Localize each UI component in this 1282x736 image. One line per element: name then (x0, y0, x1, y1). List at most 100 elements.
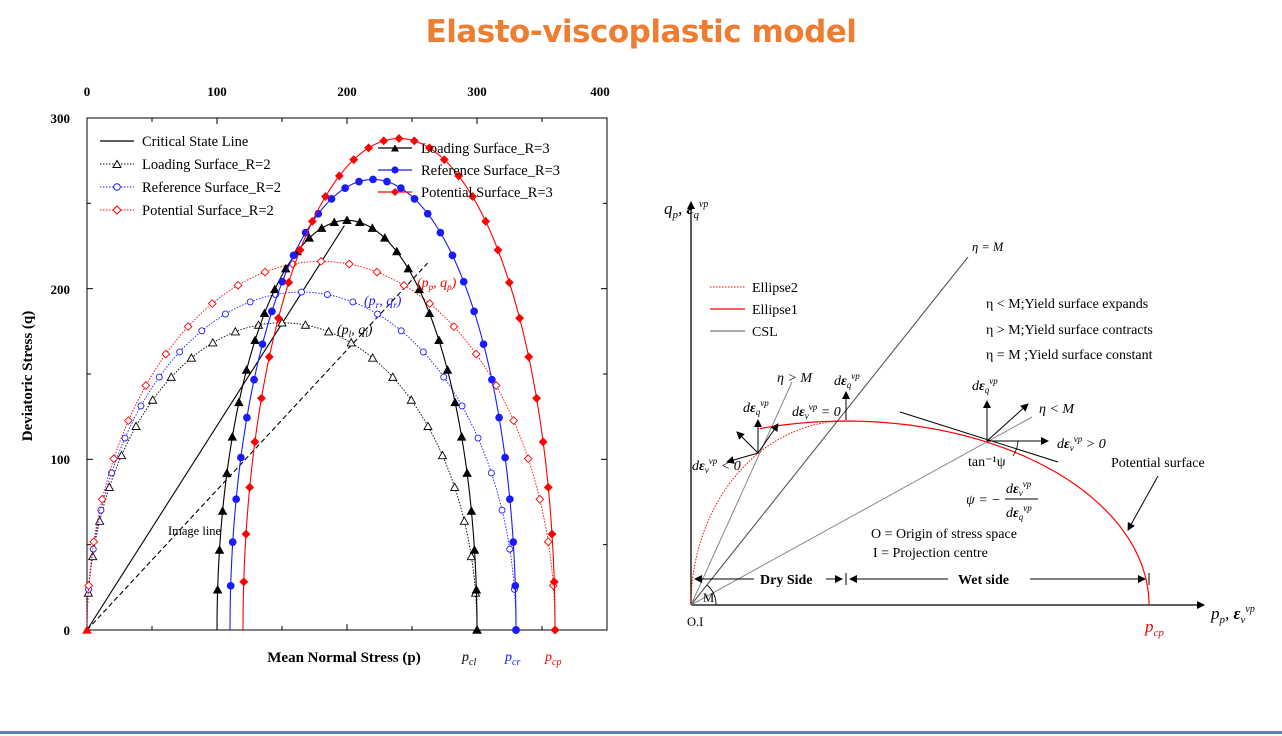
image-line (86, 262, 429, 631)
series-marker-2 (87, 551, 98, 561)
legend-marker-diamond-filled (391, 188, 399, 196)
series-marker-4 (84, 581, 94, 591)
ellipse1-curve (759, 420, 1150, 606)
series-marker-2 (449, 482, 460, 491)
series-curve-6 (229, 178, 517, 631)
series-marker-4 (97, 494, 107, 504)
series-marker-4 (233, 280, 243, 290)
y-tick-labels: 0 100 200 300 (51, 111, 71, 638)
series-curve-3 (86, 291, 517, 631)
series-marker-6 (327, 194, 336, 203)
series-endpoint-6 (512, 626, 520, 634)
series-marker-3 (246, 298, 254, 306)
series-marker-6 (278, 277, 287, 286)
series-marker-3 (198, 327, 206, 335)
series-marker-7 (321, 192, 330, 201)
series-marker-2 (367, 353, 378, 362)
series-marker-3 (323, 291, 331, 298)
series-marker-6 (228, 538, 237, 546)
tan-label: tan⁻¹ψ (968, 455, 1006, 470)
series-marker-6 (237, 453, 245, 462)
series-marker-4 (141, 381, 151, 390)
legend-ellipse2: Ellipse2 (752, 281, 798, 296)
series-marker-4 (471, 349, 481, 359)
series-marker-6 (355, 177, 363, 186)
y-tick-label-200: 200 (51, 282, 71, 297)
series-marker-5 (367, 223, 378, 232)
potential-surface-label: Potential surface (1111, 456, 1205, 471)
series-marker-5 (222, 468, 232, 477)
series-marker-5 (414, 284, 424, 294)
series-marker-7 (307, 216, 317, 226)
p-axis-label: pp, εvvp (1210, 604, 1255, 626)
pcp-diagram-label: pcp (1144, 617, 1164, 639)
psi-numerator: dεvvp (1006, 479, 1032, 498)
series-marker-7 (256, 393, 266, 403)
x-tick-label-300: 300 (467, 84, 487, 99)
series-marker-5 (379, 233, 390, 242)
legend-reference-r2: Reference Surface_R=2 (142, 180, 281, 196)
series-marker-5 (217, 506, 228, 515)
projection-definition: I = Projection centre (873, 546, 988, 561)
series-marker-6 (258, 340, 267, 349)
pcl-label: pcl (461, 650, 476, 668)
pcp-label: pcp (544, 650, 561, 668)
page-title: Elasto-viscoplastic model (425, 14, 857, 50)
legend-loading-r2: Loading Surface_R=2 (142, 157, 271, 173)
series-marker-3 (298, 288, 305, 296)
series-marker-3 (176, 348, 184, 356)
series-curve-2 (86, 322, 478, 631)
series-marker-4 (344, 259, 354, 269)
series-marker-5 (403, 263, 414, 273)
series-marker-5 (214, 545, 225, 554)
series-marker-7 (454, 171, 464, 181)
legend-reference-r3: Reference Surface_R=3 (421, 163, 560, 179)
series-marker-6 (423, 209, 432, 218)
series-marker-5 (434, 335, 444, 345)
series-marker-3 (137, 402, 145, 410)
series-marker-6 (250, 375, 258, 384)
y-axis-label: Deviatoric Stress (q) (20, 311, 36, 442)
series-marker-3 (89, 545, 97, 553)
series-marker-2 (166, 372, 176, 381)
series-marker-5 (469, 545, 480, 554)
series-marker-7 (493, 245, 503, 255)
series-marker-2 (208, 337, 218, 347)
series-marker-4 (543, 537, 553, 547)
y-tick-label-300: 300 (51, 111, 71, 126)
image-line-label: Image line (168, 524, 222, 538)
series-marker-7 (532, 393, 542, 403)
series-marker-6 (232, 495, 241, 504)
series-marker-3 (419, 348, 427, 356)
series-marker-5 (329, 217, 340, 227)
series-marker-3 (440, 373, 448, 381)
series-marker-7 (515, 313, 525, 323)
series-marker-7 (245, 482, 255, 492)
footer-rule (0, 731, 1282, 734)
series-marker-5 (342, 215, 352, 225)
legend-marker-circle-filled (391, 166, 399, 174)
series-marker-7 (524, 352, 534, 362)
series-marker-2 (116, 450, 127, 460)
series-marker-5 (424, 308, 435, 318)
series-marker-4 (399, 280, 409, 290)
series-curve-7 (242, 137, 556, 631)
series-marker-2 (94, 516, 105, 525)
series-marker-6 (479, 340, 488, 349)
origin-definition: O = Origin of stress space (871, 527, 1017, 542)
pr-qr-label: (pr, qr) (364, 294, 402, 310)
series-marker-7 (538, 437, 548, 447)
series-marker-6 (511, 581, 520, 590)
series-marker-7 (439, 155, 449, 165)
legend-right: Loading Surface_R=3 Reference Surface_R=… (378, 141, 560, 201)
series-marker-7 (504, 278, 514, 287)
series-marker-6 (243, 413, 251, 422)
series-marker-7 (264, 352, 274, 362)
series-endpoint-7 (550, 625, 560, 635)
series-marker-6 (289, 251, 298, 260)
series-marker-6 (410, 194, 419, 203)
series-marker-7 (241, 529, 251, 539)
series-marker-7 (295, 245, 305, 255)
series-marker-5 (442, 365, 453, 374)
eta-lt-line (690, 416, 1033, 606)
